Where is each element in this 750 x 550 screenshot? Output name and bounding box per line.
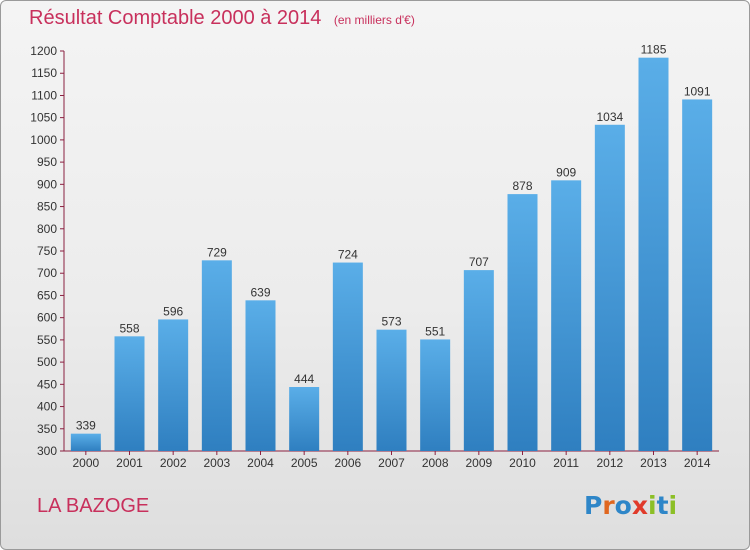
- x-tick-label: 2009: [465, 456, 492, 470]
- x-tick-label: 2014: [684, 456, 711, 470]
- data-label: 878: [512, 179, 532, 193]
- x-axis: 2000 2001 2002 2003 2004 2005 2006 2007 2008 2009…: [64, 450, 719, 470]
- x-tick-label: 2011: [553, 456, 579, 470]
- y-tick-label: 800: [37, 222, 57, 236]
- y-tick-label: 500: [37, 355, 57, 369]
- data-label: 444: [294, 372, 314, 386]
- bar-2002: [158, 319, 189, 451]
- x-tick-label: 2005: [291, 456, 318, 470]
- data-labels: 339 558 596 729 639 444 724 573 551 707 878 909 1034…: [76, 43, 711, 433]
- y-tick-label: 850: [37, 200, 57, 214]
- bar-2010: [507, 194, 538, 451]
- x-tick-label: 2013: [640, 456, 667, 470]
- y-tick-label: 700: [37, 266, 57, 280]
- y-tick-label: 450: [37, 377, 57, 391]
- data-label: 573: [381, 315, 401, 329]
- x-tick-label: 2004: [247, 456, 274, 470]
- bar-2006: [332, 262, 363, 451]
- y-tick-label: 900: [37, 177, 57, 191]
- proxiti-logo: Proxiti: [584, 491, 678, 520]
- bar-2014: [682, 99, 713, 451]
- x-tick-label: 2006: [334, 456, 361, 470]
- data-label: 724: [338, 248, 358, 262]
- y-tick-label: 400: [37, 400, 57, 414]
- bars: [70, 57, 713, 452]
- data-label: 1185: [641, 43, 667, 57]
- bar-2008: [420, 339, 451, 451]
- bar-2012: [594, 124, 625, 452]
- x-tick-label: 2001: [116, 456, 143, 470]
- chart-title: Résultat Comptable 2000 à 2014: [29, 7, 322, 29]
- x-tick-label: 2003: [203, 456, 230, 470]
- commune-name: LA BAZOGE: [37, 495, 150, 517]
- y-tick-label: 350: [37, 422, 57, 436]
- data-label: 339: [76, 419, 96, 433]
- y-tick-label: 1100: [31, 88, 57, 102]
- y-tick-label: 1150: [31, 66, 57, 80]
- bar-2001: [114, 336, 145, 451]
- y-tick-label: 300: [37, 444, 57, 458]
- y-tick-label: 650: [37, 288, 57, 302]
- y-tick-label: 950: [37, 155, 57, 169]
- y-tick-label: 1050: [30, 111, 57, 125]
- data-label: 1091: [684, 84, 711, 98]
- y-tick-label: 550: [37, 333, 57, 347]
- data-label: 596: [163, 304, 183, 318]
- data-label: 551: [425, 324, 445, 338]
- x-tick-label: 2010: [509, 456, 536, 470]
- bar-2005: [289, 387, 320, 451]
- data-label: 558: [119, 321, 139, 335]
- x-tick-label: 2007: [378, 456, 405, 470]
- data-label: 909: [556, 165, 576, 179]
- bar-2009: [463, 270, 494, 451]
- bar-2003: [201, 260, 232, 451]
- x-tick-label: 2012: [596, 456, 623, 470]
- data-label: 729: [207, 245, 227, 259]
- x-tick-label: 2000: [72, 456, 99, 470]
- y-tick-label: 1200: [30, 44, 57, 58]
- data-label: 639: [250, 285, 270, 299]
- chart-subtitle: (en milliers d'€): [333, 13, 415, 27]
- bar-2011: [551, 180, 582, 452]
- x-tick-label: 2002: [160, 456, 187, 470]
- x-tick-label: 2008: [422, 456, 449, 470]
- y-tick-label: 600: [37, 311, 57, 325]
- bar-2013: [638, 57, 669, 452]
- bar-2000: [70, 433, 101, 451]
- bar-2007: [376, 329, 407, 451]
- y-tick-label: 750: [37, 244, 57, 258]
- data-label: 1034: [596, 110, 623, 124]
- title-row: Résultat Comptable 2000 à 2014 (en milli…: [29, 7, 415, 30]
- data-label: 707: [469, 255, 489, 269]
- y-tick-label: 1000: [30, 133, 57, 147]
- bar-2004: [245, 300, 276, 451]
- y-axis: 300 350 400 450 500 550 600 650 700 750 800 850 900 9…: [30, 44, 65, 458]
